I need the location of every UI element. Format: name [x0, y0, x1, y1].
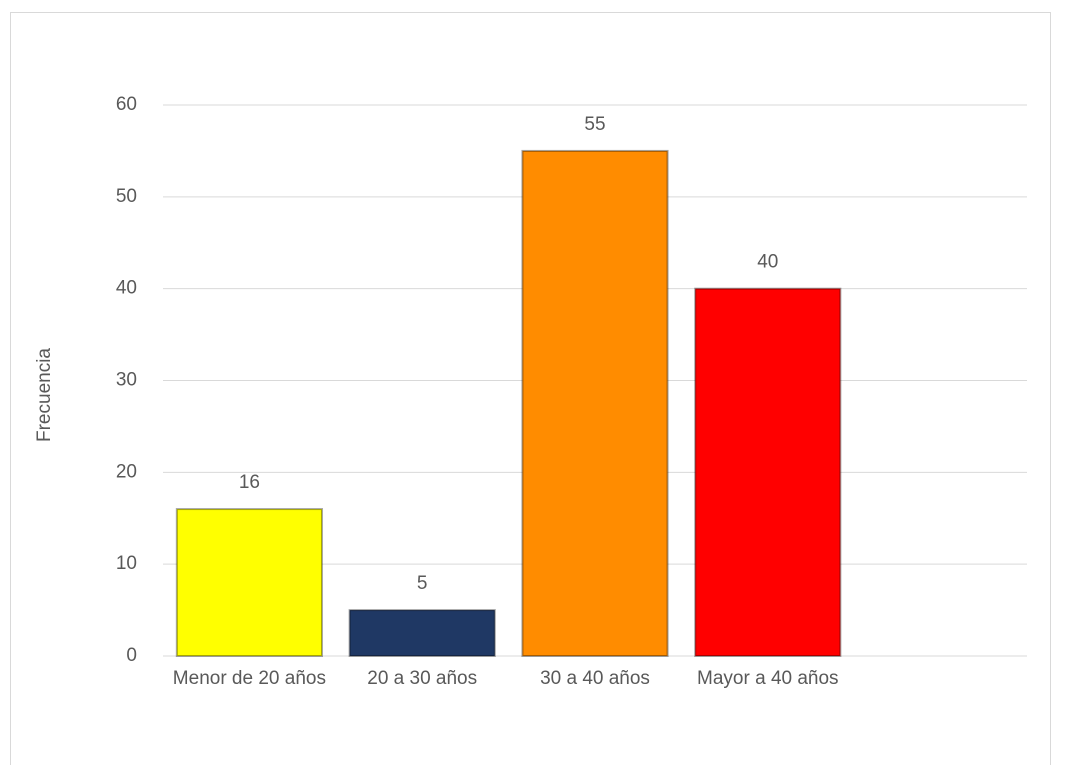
y-tick-label: 0 — [126, 645, 137, 666]
y-tick-label: 10 — [116, 553, 137, 574]
bar — [175, 508, 323, 658]
data-label: 40 — [757, 252, 778, 273]
y-tick-label: 60 — [116, 94, 137, 115]
y-tick-label: 40 — [116, 278, 137, 299]
bar — [521, 149, 669, 658]
y-tick-label: 20 — [116, 461, 137, 482]
x-tick-label: 30 a 40 años — [540, 668, 650, 689]
x-tick-label: Mayor a 40 años — [697, 668, 839, 689]
x-tick-label: Menor de 20 años — [172, 668, 326, 689]
data-label: 55 — [584, 114, 605, 135]
bar — [348, 609, 496, 657]
y-axis-label: Frecuencia — [34, 348, 55, 442]
x-tick-label: 20 a 30 años — [367, 668, 478, 689]
y-tick-label: 50 — [116, 186, 137, 207]
chart-frame — [10, 12, 1051, 765]
data-label: 16 — [239, 472, 260, 493]
data-label: 5 — [417, 573, 428, 594]
y-tick-label: 30 — [116, 370, 137, 391]
bar — [694, 287, 842, 657]
